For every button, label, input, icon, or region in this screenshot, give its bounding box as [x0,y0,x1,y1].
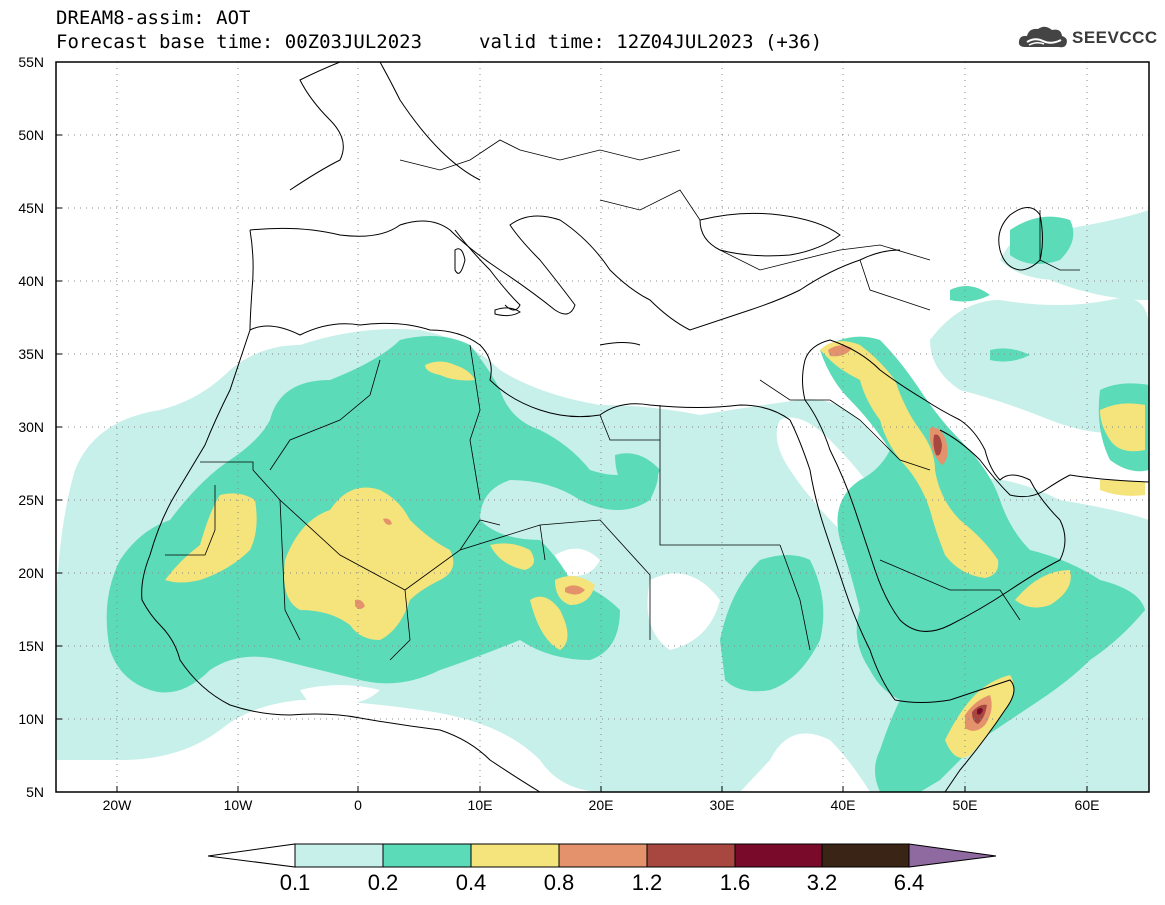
colorbar-label: 6.4 [893,870,925,895]
coastlines [141,62,1149,792]
colorbar-low-arrow [207,843,296,868]
lat-label: 45N [18,200,44,216]
aot-contours [56,62,1149,792]
logo-text: SEEVCCC [1072,28,1158,47]
axis-ticks [56,61,1088,793]
lon-label: 0 [354,797,362,813]
lon-label: 10W [223,797,253,813]
graticule [56,62,1149,792]
aot-level-1.6 [977,708,983,715]
colorbar-swatch-2 [382,843,472,868]
colorbar-label: 0.4 [455,870,487,895]
lon-label: 10E [467,797,493,813]
colorbar-swatch-5 [646,843,736,868]
colorbar-label: 0.1 [279,870,311,895]
colorbar-swatch-1 [294,843,384,868]
country-borders [165,139,1080,661]
lat-label: 10N [18,711,44,727]
colorbar-label: 1.6 [719,870,751,895]
lon-label: 20E [588,797,614,813]
lat-label: 50N [18,127,44,143]
map-title: DREAM8-assim: AOT [56,7,251,29]
lat-label: 15N [18,638,44,654]
forecast-times: Forecast base time: 00Z03JUL2023 valid ti… [56,31,822,53]
colorbar-label: 0.8 [543,870,575,895]
lat-label: 40N [18,273,44,289]
colorbar-swatch-7 [821,843,910,868]
colorbar-label: 1.2 [631,870,663,895]
lat-label: 35N [18,346,44,362]
lon-label: 60E [1074,797,1100,813]
colorbar-swatch-4 [558,843,648,868]
lat-label: 25N [18,492,44,508]
lat-label: 20N [18,565,44,581]
lon-label: 20W [102,797,132,813]
colorbar-label: 3.2 [806,870,838,895]
lon-label: 50E [952,797,978,813]
valid-time: valid time: 12Z04JUL2023 (+36) [479,31,823,53]
colorbar [207,843,997,868]
colorbar-label: 0.2 [367,870,399,895]
lon-label: 40E [830,797,856,813]
colorbar-high-arrow [908,843,997,868]
colorbar-swatch-3 [470,843,560,868]
aot-level-0.4 [165,341,1145,758]
seevccc-logo: SEEVCCC [1017,21,1158,55]
colorbar-swatch-6 [734,843,823,868]
cloud-logo-icon [1018,26,1067,48]
lon-label: 30E [709,797,735,813]
base-time: Forecast base time: 00Z03JUL2023 [56,31,423,53]
lat-label: 55N [18,54,44,70]
lat-label: 30N [18,419,44,435]
lat-label: 5N [26,784,44,800]
